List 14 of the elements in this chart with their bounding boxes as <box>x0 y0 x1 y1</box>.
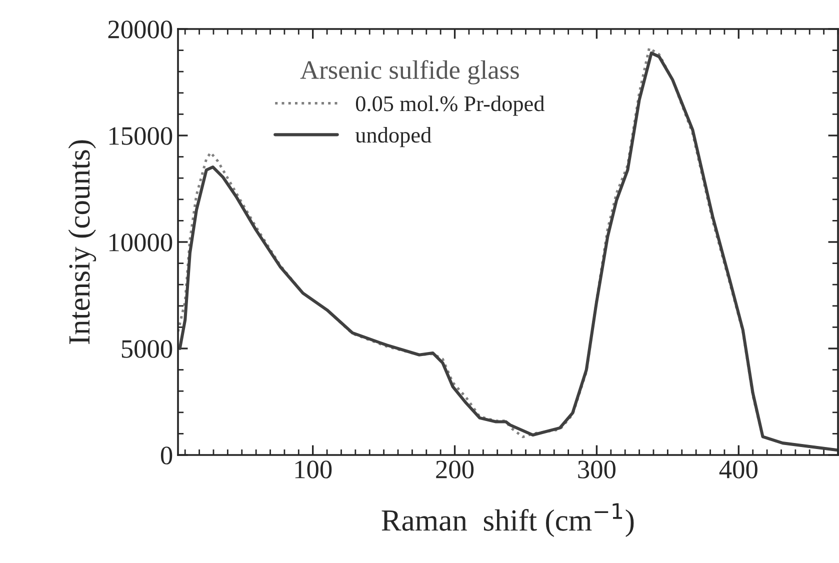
y-tick-label: 5000 <box>122 340 172 358</box>
x-tick-label: 300 <box>578 460 616 478</box>
x-tick-label: 400 <box>719 460 758 478</box>
x-axis-title: Raman shift (cm$^{−1}$) <box>382 503 634 538</box>
x-tick-label: 200 <box>436 460 474 478</box>
y-tick-label: 20000 <box>108 20 172 38</box>
x-tick-label: 100 <box>295 460 332 478</box>
y-tick-label: 0 <box>160 446 172 464</box>
y-tick-label: 15000 <box>109 127 172 145</box>
legend-title: Arsenic sulfide glass <box>300 60 519 84</box>
y-tick-label: 10000 <box>109 234 172 252</box>
legend-label: undoped <box>355 127 432 148</box>
y-axis-title: Intensiy (counts) <box>68 140 96 344</box>
legend-label: 0.05 mol.% Pr-doped <box>356 96 544 116</box>
